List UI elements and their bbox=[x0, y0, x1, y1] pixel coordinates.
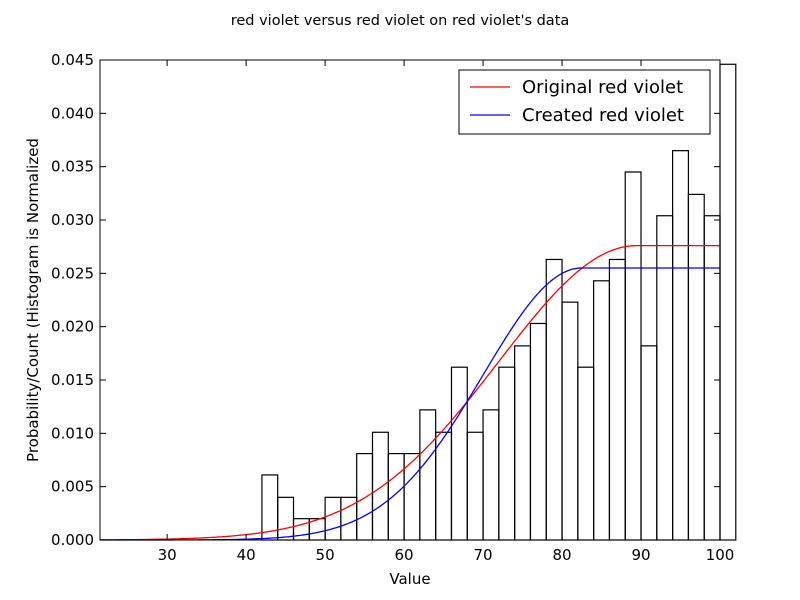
histogram-bar bbox=[466, 431, 484, 541]
histogram-bar bbox=[324, 496, 342, 541]
histogram-bar bbox=[672, 150, 690, 541]
x-tick-label: 60 bbox=[395, 546, 414, 564]
y-tick-label: 0.000 bbox=[51, 531, 94, 549]
legend: Original red violet Created red violet bbox=[458, 69, 711, 135]
histogram-bar bbox=[624, 171, 642, 541]
y-tick-label: 0.010 bbox=[51, 424, 94, 442]
y-tick-label: 0.035 bbox=[51, 158, 94, 176]
histogram-bar bbox=[545, 258, 563, 541]
legend-label-original: Original red violet bbox=[522, 77, 683, 98]
x-axis: 30 40 50 60 70 80 90 100 bbox=[158, 60, 735, 564]
histogram-bar bbox=[608, 258, 626, 541]
x-tick-label: 100 bbox=[706, 546, 735, 564]
histogram-bar bbox=[356, 453, 374, 541]
curves bbox=[100, 244, 720, 541]
histogram-bar bbox=[435, 431, 453, 541]
histogram-bar bbox=[577, 366, 595, 541]
histogram-bar bbox=[277, 496, 295, 541]
y-tick-label: 0.020 bbox=[51, 318, 94, 336]
y-axis-label: Probability/Count (Histogram is Normaliz… bbox=[24, 138, 42, 462]
legend-box bbox=[458, 69, 711, 135]
y-tick-label: 0.015 bbox=[51, 371, 94, 389]
chart-title: red violet versus red violet on red viol… bbox=[231, 13, 570, 29]
histogram-bar bbox=[561, 301, 579, 541]
x-tick-label: 90 bbox=[631, 546, 650, 564]
histogram-bar bbox=[450, 366, 468, 541]
histogram-bar bbox=[419, 409, 437, 541]
x-tick-label: 50 bbox=[316, 546, 335, 564]
y-tick-label: 0.005 bbox=[51, 478, 94, 496]
x-tick-label: 80 bbox=[552, 546, 571, 564]
y-tick-label: 0.040 bbox=[51, 104, 94, 122]
histogram-bar bbox=[593, 280, 611, 541]
series-line-created bbox=[100, 267, 720, 541]
series-line-original bbox=[100, 244, 720, 541]
x-tick-label: 70 bbox=[474, 546, 493, 564]
y-tick-label: 0.045 bbox=[51, 51, 94, 69]
histogram-bar bbox=[640, 345, 658, 541]
histogram-bar bbox=[656, 215, 674, 541]
x-tick-label: 40 bbox=[237, 546, 256, 564]
histogram-bar bbox=[703, 215, 721, 541]
histogram-bar bbox=[387, 453, 405, 541]
x-tick-label: 30 bbox=[158, 546, 177, 564]
histogram-bar bbox=[292, 518, 310, 541]
histogram-bar bbox=[482, 409, 500, 541]
legend-label-created: Created red violet bbox=[522, 105, 684, 126]
y-tick-label: 0.025 bbox=[51, 264, 94, 282]
histogram-bar bbox=[529, 322, 547, 541]
histogram-bar bbox=[719, 63, 737, 541]
plot-frame bbox=[99, 59, 721, 541]
histogram-bars bbox=[261, 63, 737, 541]
x-axis-label: Value bbox=[389, 570, 430, 588]
histogram-bar bbox=[514, 345, 532, 541]
histogram-bar bbox=[371, 431, 389, 541]
y-tick-label: 0.030 bbox=[51, 211, 94, 229]
histogram-bar bbox=[498, 366, 516, 541]
